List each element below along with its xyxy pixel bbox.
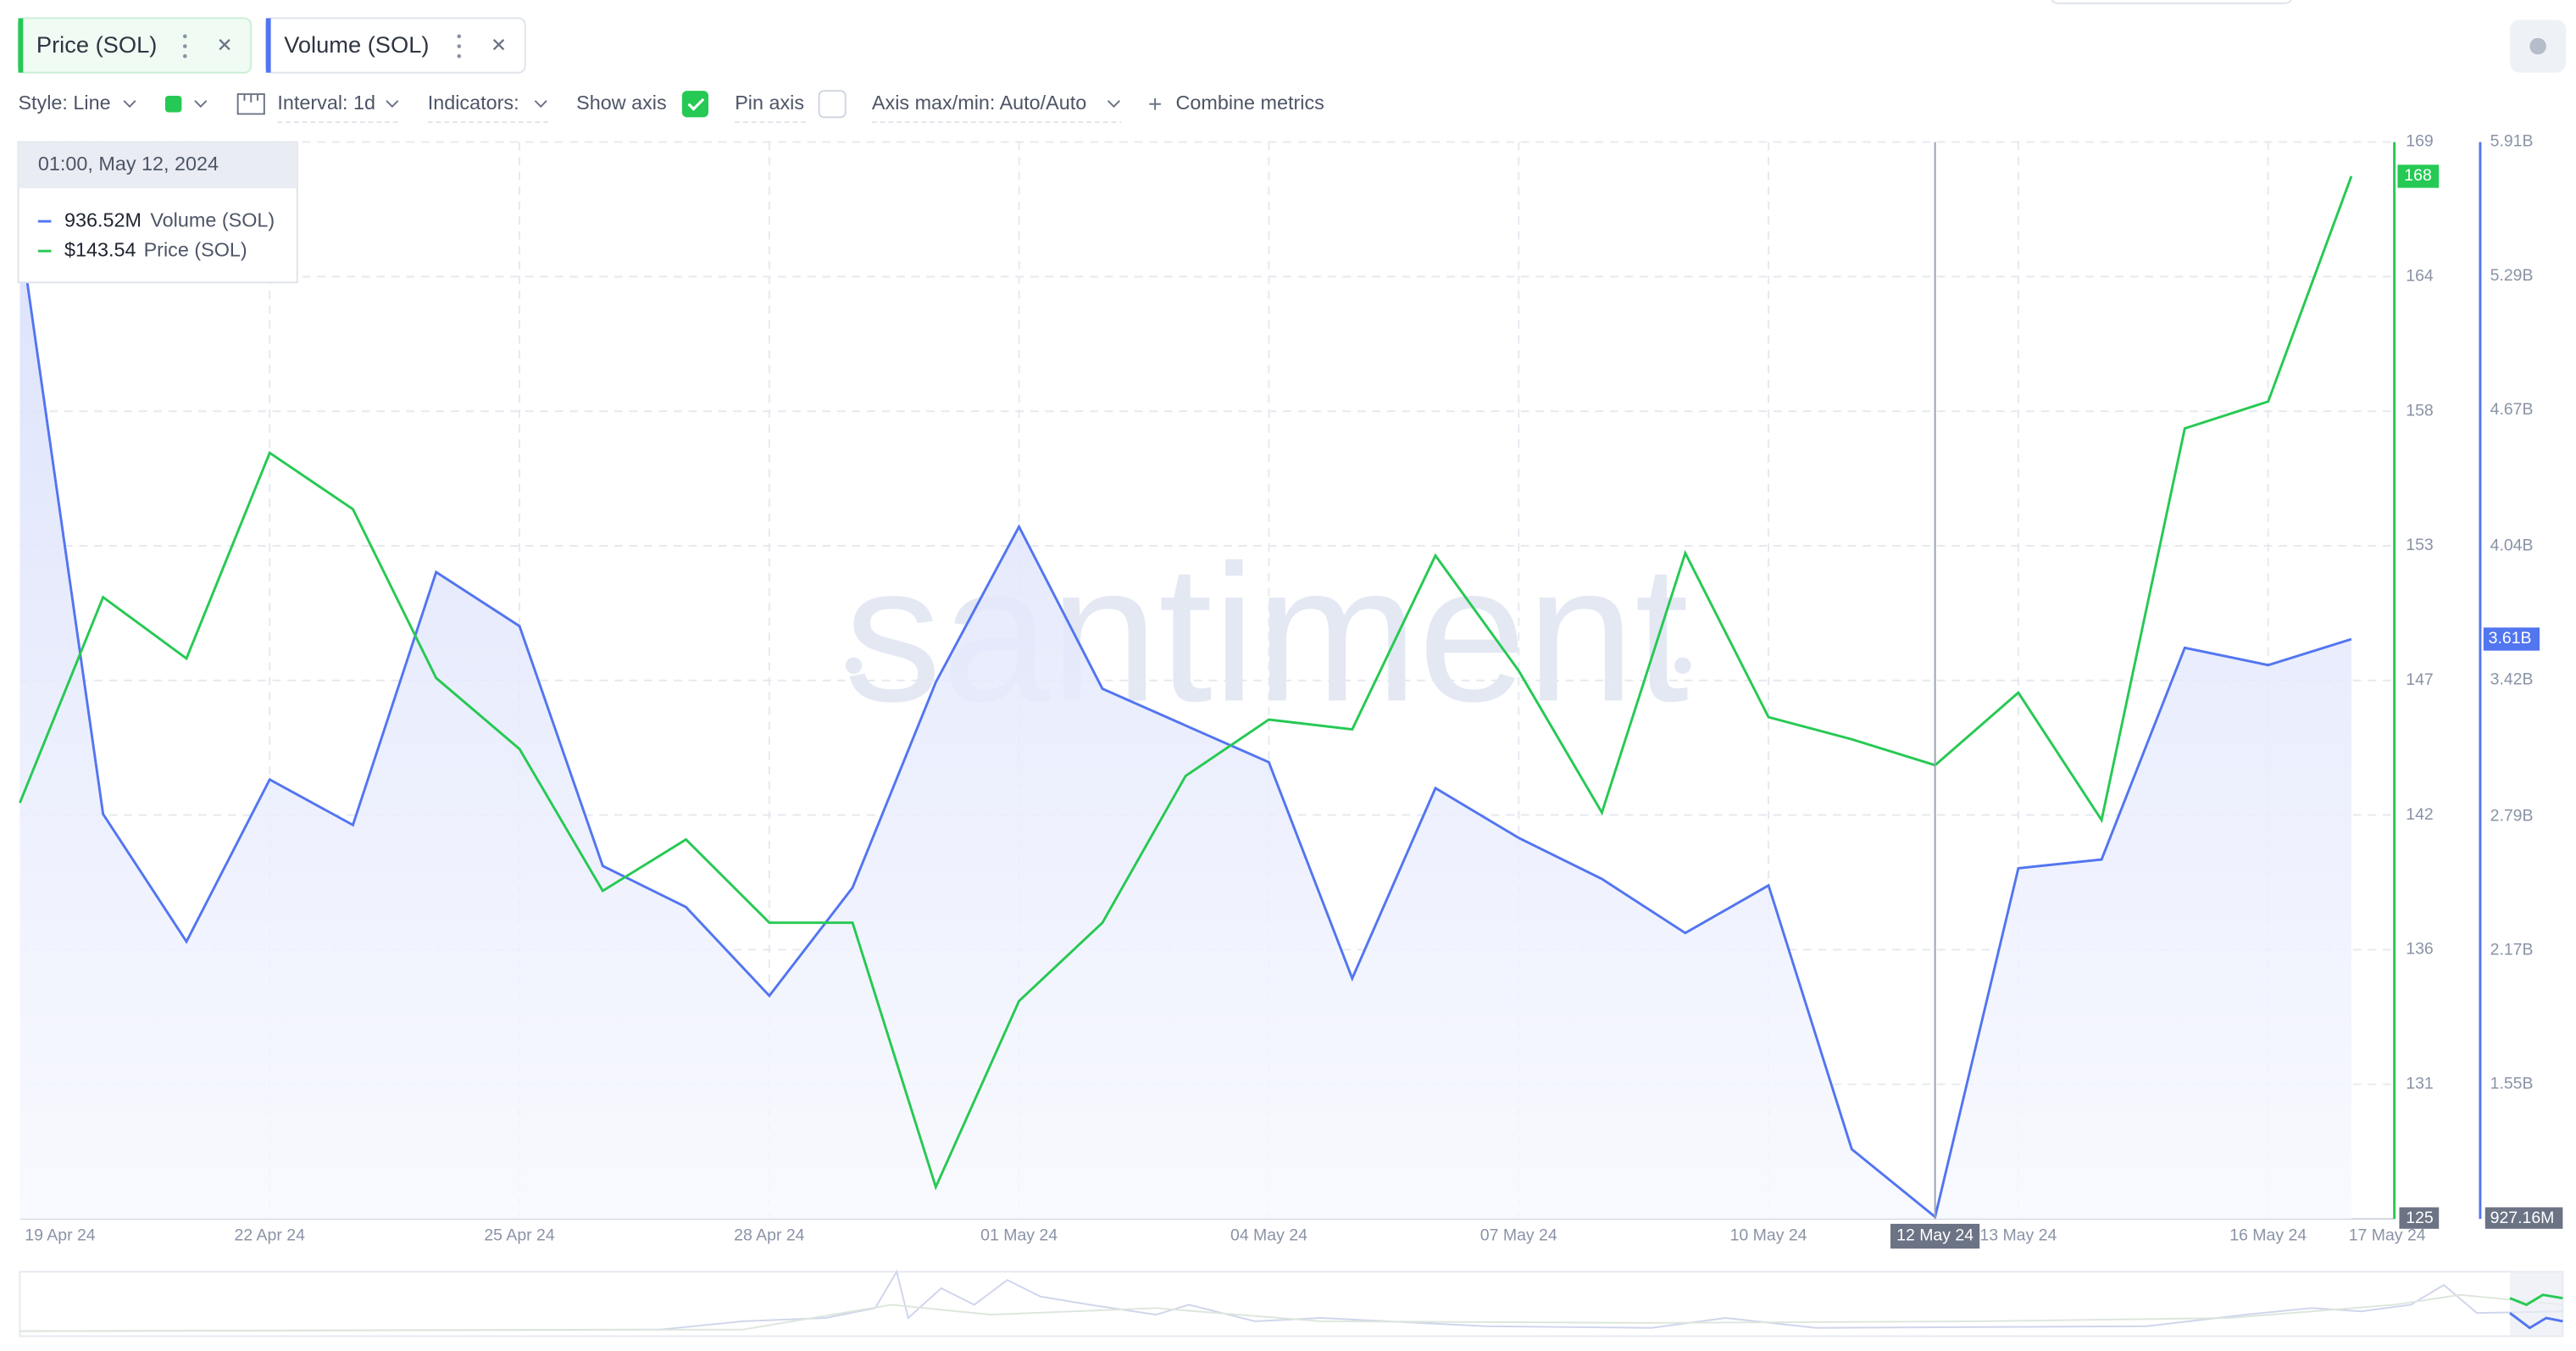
navigator[interactable] [19, 1269, 2564, 1337]
navigator-window-price [2509, 1293, 2563, 1307]
series-line [18, 230, 2352, 1220]
tab-label: Price (SOL) [36, 31, 157, 58]
y-tick-label: 169 [2406, 132, 2433, 151]
y2-tick-label: 5.29B [2490, 266, 2534, 285]
y2-tick-label: 3.42B [2490, 670, 2534, 689]
combine-metrics[interactable]: Combine metrics [1175, 92, 1324, 114]
plus-icon [1149, 97, 1161, 110]
style-select[interactable]: Style: Line [18, 92, 110, 114]
x-tick-label: 10 May 24 [1730, 1226, 1807, 1245]
checkmark [687, 97, 705, 111]
y-tick-label: 125 [2406, 1209, 2434, 1227]
tab-color [265, 18, 271, 73]
price-badge: 168 [2404, 166, 2431, 185]
x-tick-label: 17 May 24 [2349, 1226, 2426, 1245]
menu-icon[interactable] [182, 34, 187, 58]
close-icon[interactable] [492, 38, 505, 51]
pin-axis-checkbox[interactable] [818, 90, 847, 119]
y-tick-label: 136 [2406, 940, 2433, 959]
plot: 125 131 136 142 147 153 158 164 169 927.16M 1.55B 2… [18, 132, 2563, 1249]
y-tick-label: 147 [2406, 670, 2433, 689]
record-button[interactable] [2510, 19, 2567, 73]
tab-price[interactable]: Price (SOL) [17, 17, 253, 74]
volume-badge: 3.61B [2489, 629, 2532, 648]
interval-select[interactable]: Interval: 1d [277, 92, 375, 114]
tooltip-price-name: Price (SOL) [144, 238, 247, 260]
show-axis-label[interactable]: Show axis [576, 92, 667, 114]
y-tick-label: 131 [2406, 1074, 2433, 1092]
y2-tick-label: 1.55B [2490, 1074, 2534, 1092]
tooltip-volume: 936.52M [64, 208, 142, 231]
y2-tick-label: 4.67B [2490, 400, 2534, 419]
navigator-window[interactable] [2510, 1271, 2563, 1337]
y-tick-label: 142 [2406, 805, 2433, 824]
chevron [534, 100, 547, 108]
tab-volume[interactable]: Volume (SOL) [264, 17, 526, 74]
volume-badge-bg [2483, 627, 2540, 651]
tooltip-header [18, 142, 297, 189]
series-line [19, 175, 2353, 1191]
close-icon[interactable] [219, 38, 230, 51]
y2-tick-label: 5.91B [2490, 132, 2534, 151]
navigator-bg [19, 1270, 2564, 1337]
watermark-dot [845, 657, 863, 675]
x-tick-label: 28 Apr 24 [734, 1226, 805, 1245]
y2-tick-label: 2.17B [2490, 940, 2534, 959]
chevron [123, 100, 136, 108]
x-tick-label: 22 Apr 24 [235, 1226, 306, 1245]
x-tick-label: 12 May 24 [1896, 1226, 1974, 1245]
tab-color [18, 18, 24, 73]
record-dot [2529, 37, 2546, 55]
chevron [1107, 100, 1120, 108]
menu-icon[interactable] [457, 34, 462, 58]
navigator-window-volume [2509, 1312, 2563, 1330]
axis-end-badge [2484, 1207, 2563, 1229]
watermark-dot [1674, 657, 1691, 675]
y-tick-label: 153 [2406, 536, 2433, 554]
y2-tick-label: 4.04B [2490, 537, 2534, 555]
x-tick-label: 16 May 24 [2229, 1226, 2307, 1245]
chevron [194, 100, 208, 108]
tooltip-volume-name: Volume (SOL) [150, 208, 275, 231]
tooltip-date: 01:00, May 12, 2024 [38, 153, 219, 175]
indicators-select[interactable]: Indicators: [428, 92, 519, 114]
toolbar: Style: Line Interval: 1d Indicators: Sho… [18, 90, 1324, 124]
y-tick-label: 158 [2406, 401, 2433, 420]
crosshair-label-bg [1890, 1223, 1980, 1249]
x-tick-label: 19 Apr 24 [25, 1226, 96, 1245]
ruler-icon [236, 93, 265, 115]
tooltip: 01:00, May 12, 2024 936.52M Volume (SOL)… [17, 141, 298, 284]
price-badge-bg [2397, 164, 2440, 188]
axis-end-badge [2399, 1207, 2440, 1229]
y2-tick-label: 927.16M [2490, 1209, 2555, 1227]
x-tick-label: 01 May 24 [980, 1226, 1058, 1245]
top-control[interactable] [2051, 0, 2292, 4]
volume-area [19, 231, 2351, 1220]
tooltip-price: $143.54 [64, 238, 136, 260]
x-tick-label: 25 Apr 24 [484, 1226, 555, 1245]
tab-label: Volume (SOL) [284, 31, 429, 58]
x-tick-label: 07 May 24 [1480, 1226, 1557, 1245]
chevron [386, 100, 399, 108]
axis-range-select[interactable]: Axis max/min: Auto/Auto [872, 92, 1086, 114]
pin-axis-label[interactable]: Pin axis [735, 92, 804, 114]
y-tick-label: 164 [2406, 267, 2434, 286]
x-tick-label: 04 May 24 [1230, 1226, 1307, 1245]
color-picker[interactable] [164, 96, 182, 113]
navigator-price [19, 1293, 2563, 1332]
x-tick-label: 13 May 24 [1979, 1226, 2057, 1245]
show-axis-checkbox[interactable] [681, 91, 709, 118]
y2-tick-label: 2.79B [2490, 806, 2534, 825]
